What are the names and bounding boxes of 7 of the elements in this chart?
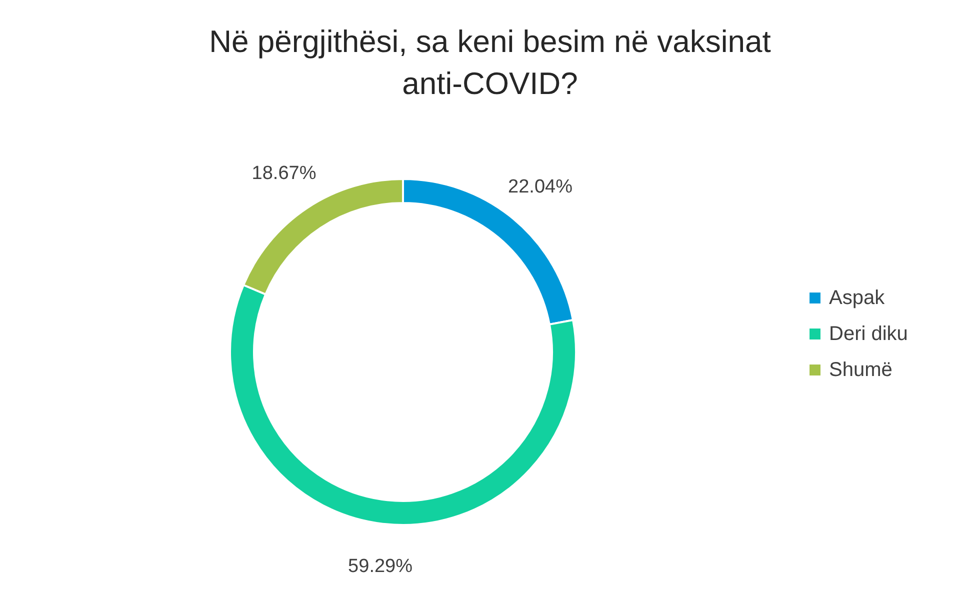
legend-label: Aspak — [829, 287, 886, 309]
legend-label: Shumë — [829, 359, 892, 381]
chart-title: Në përgjithësi, sa keni besim në vaksinat anti-COVID? — [209, 24, 772, 101]
data-label: 59.29% — [348, 556, 413, 577]
data-label: 18.67% — [252, 162, 316, 184]
data-label: 22.04% — [508, 176, 573, 198]
legend-label: Deri diku — [829, 323, 908, 345]
